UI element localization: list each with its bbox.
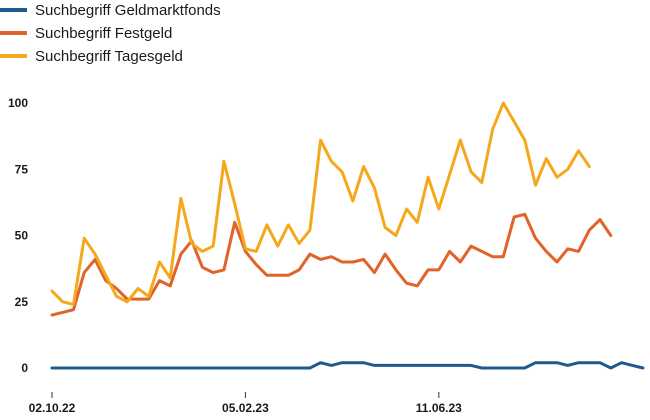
series-line-2 [50, 101, 591, 306]
y-tick-label: 25 [15, 295, 29, 309]
y-tick-label: 50 [15, 229, 29, 243]
y-tick-label: 0 [21, 361, 28, 375]
x-axis-ticks: 02.10.22 05.02.23 11.06.23 [29, 392, 462, 415]
y-tick-label: 100 [8, 96, 28, 110]
y-axis-ticks: 0 25 50 75 100 [8, 96, 28, 375]
series-line-0 [50, 361, 645, 370]
legend: Suchbegriff Geldmarktfonds Suchbegriff Fe… [0, 2, 221, 65]
y-tick-label: 75 [15, 162, 29, 176]
legend-label-0: Suchbegriff Geldmarktfonds [35, 2, 221, 19]
x-tick-label: 05.02.23 [222, 401, 269, 415]
legend-label-1: Suchbegriff Festgeld [35, 25, 172, 42]
series-layer [50, 101, 645, 370]
x-tick-label: 11.06.23 [416, 401, 462, 415]
series-line-1 [50, 212, 613, 317]
legend-label-2: Suchbegriff Tagesgeld [35, 48, 183, 65]
x-tick-label: 02.10.22 [29, 401, 76, 415]
